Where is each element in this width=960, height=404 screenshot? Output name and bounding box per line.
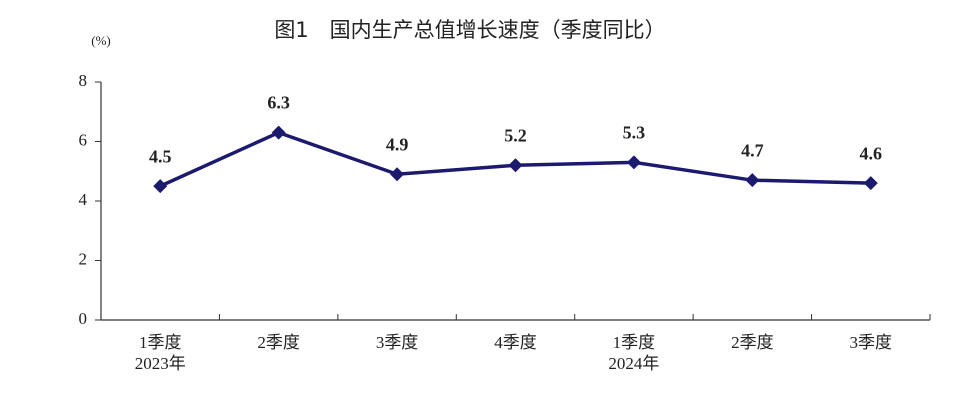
y-tick-label: 2 [79,249,88,268]
y-axis-label: (%) [91,33,111,48]
x-tick-label: 2季度 [257,333,300,352]
marker [745,173,760,188]
marker [271,125,286,140]
data-label: 4.5 [149,146,172,166]
data-label: 5.3 [623,122,646,142]
x-tick-label: 4季度 [494,333,537,352]
marker [863,176,878,191]
data-label: 6.3 [267,93,290,113]
data-label: 4.9 [386,134,409,154]
data-label: 4.6 [860,143,883,163]
marker [390,167,405,182]
y-tick-label: 0 [79,309,88,328]
x-tick-label: 1季度 2024年 [608,333,660,373]
y-tick-label: 4 [79,190,88,209]
chart-title: 图1 国内生产总值增长速度（季度同比） [274,18,665,42]
marker [626,155,641,170]
y-tick-label: 6 [79,130,88,149]
x-tick-label: 3季度 [375,333,419,352]
y-tick-label: 8 [79,71,88,90]
data-label: 5.2 [504,125,527,145]
x-tick-label: 3季度 [849,333,893,352]
marker [153,179,168,194]
x-tick-label: 1季度 2023年 [134,333,186,373]
data-label: 4.7 [741,140,764,160]
x-tick-label: 2季度 [731,333,774,352]
marker [508,158,523,173]
